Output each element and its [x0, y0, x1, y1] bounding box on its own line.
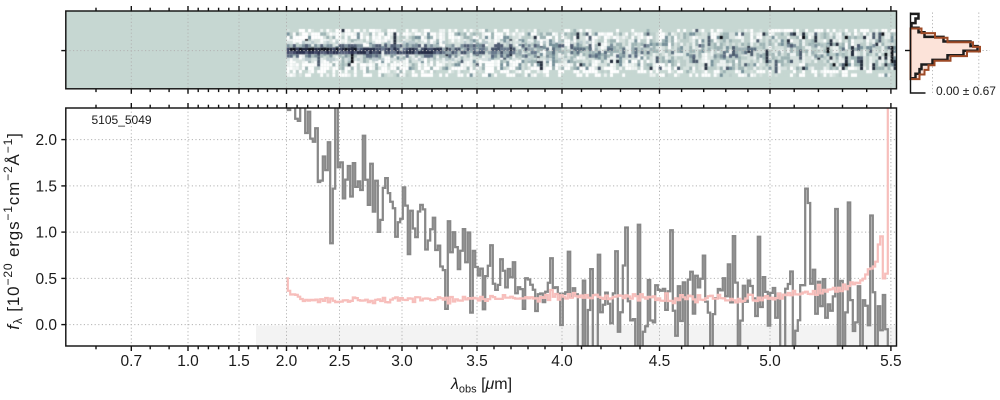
svg-text:5105_5049: 5105_5049	[92, 113, 152, 127]
svg-text:1.5: 1.5	[228, 353, 250, 370]
svg-text:1.5: 1.5	[35, 178, 57, 195]
svg-text:fλ [10−20 ergs−1cm−2Å−1]: fλ [10−20 ergs−1cm−2Å−1]	[1, 132, 25, 329]
svg-text:5.0: 5.0	[759, 353, 781, 370]
svg-text:0.00 ± 0.67: 0.00 ± 0.67	[936, 84, 996, 98]
svg-text:2.0: 2.0	[35, 132, 57, 149]
svg-text:0.7: 0.7	[121, 353, 143, 370]
svg-text:4.5: 4.5	[649, 353, 671, 370]
svg-text:3.0: 3.0	[391, 353, 413, 370]
svg-text:0.0: 0.0	[35, 317, 57, 334]
svg-text:1.0: 1.0	[177, 353, 199, 370]
svg-text:0.5: 0.5	[35, 271, 57, 288]
svg-text:λobs [μm]: λobs [μm]	[450, 376, 512, 395]
svg-text:2.5: 2.5	[329, 353, 351, 370]
svg-text:5.5: 5.5	[880, 353, 902, 370]
svg-text:3.5: 3.5	[466, 353, 488, 370]
svg-text:1.0: 1.0	[35, 225, 57, 242]
svg-text:4.0: 4.0	[551, 353, 573, 370]
svg-text:2.0: 2.0	[276, 353, 298, 370]
